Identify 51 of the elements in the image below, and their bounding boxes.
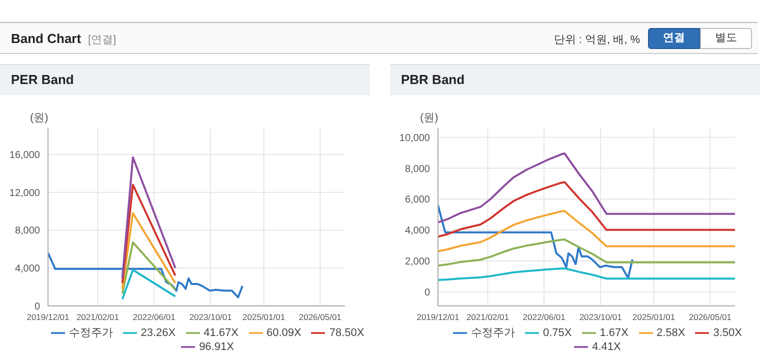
x-tick-label: 2022/06/01 [522,312,566,322]
legend-label: 수정주가 [471,326,515,339]
x-tick-label: 2019/12/01 [416,312,460,322]
legend-label: 3.50X [713,326,742,339]
line-series [48,252,244,298]
x-tick-label: 2023/10/01 [579,312,622,322]
y-axis-title: (원) [420,111,438,125]
y-tick-label: 6,000 [404,194,430,206]
y-tick-label: 8,000 [14,226,40,237]
x-tick-label: 2026/05/01 [688,312,732,322]
x-tick-label: 2021/02/01 [466,312,510,322]
x-tick-label: 2026/05/01 [298,312,342,322]
y-tick-label: 0 [424,287,430,298]
legend-label: 78.50X [329,326,364,339]
line-series [438,210,735,252]
line-series [438,204,634,279]
y-tick-label: 12,000 [9,188,40,199]
toggle-button: 별도 [700,28,752,49]
y-tick-label: 10,000 [399,132,430,144]
line-series [438,181,735,238]
legend-label: 41.67X [204,326,238,339]
legend-label: 수정주가 [68,326,113,339]
line-series [438,152,735,224]
x-tick-label: 2025/01/01 [242,312,286,322]
y-tick-label: 0 [34,301,40,312]
chart-title: PBR Band [401,72,465,87]
y-tick-label: 8,000 [404,164,430,175]
y-axis-title: (원) [30,111,48,125]
y-tick-label: 4,000 [14,264,40,275]
legend-label: 0.75X [543,326,572,339]
line-series [438,238,735,267]
text: 단위 : 억원, 배, % [554,33,640,47]
y-tick-label: 2,000 [404,256,430,268]
y-tick-label: 16,000 [9,150,40,162]
text: Band Chart [11,31,82,46]
x-tick-label: 2023/10/01 [189,312,232,322]
legend-label: 96.91X [199,340,234,353]
chart-title: PER Band [11,72,74,87]
line-series [438,267,735,281]
x-tick-label: 2019/12/01 [26,312,70,322]
text: [연결] [88,33,116,47]
legend-label: 1.67X [600,326,628,339]
legend-label: 2.58X [656,326,686,339]
legend-label: 4.41X [592,340,621,353]
toggle-button: 연결 [648,28,700,49]
x-tick-label: 2021/02/01 [76,312,120,322]
legend-label: 23.26X [140,326,176,339]
x-tick-label: 2025/01/01 [632,312,676,322]
legend-label: 60.09X [266,326,302,339]
y-tick-label: 4,000 [404,226,430,237]
x-tick-label: 2022/06/01 [132,312,176,322]
